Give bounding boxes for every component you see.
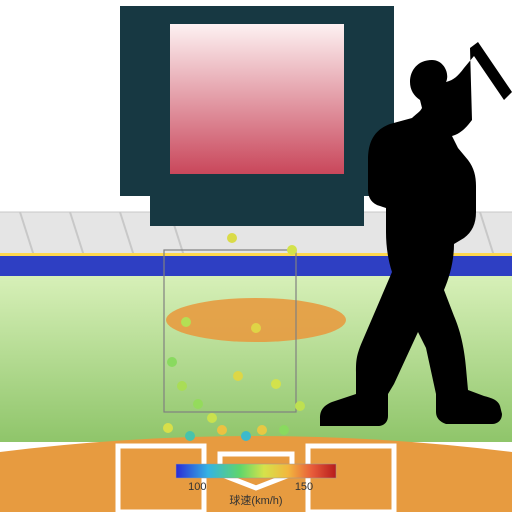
scoreboard-base xyxy=(150,196,364,226)
pitch-marker xyxy=(295,401,305,411)
pitch-marker xyxy=(233,371,243,381)
pitch-marker xyxy=(227,233,237,243)
pitch-marker xyxy=(217,425,227,435)
pitch-marker xyxy=(167,357,177,367)
pitch-marker xyxy=(241,431,251,441)
pitch-marker xyxy=(271,379,281,389)
pitch-marker xyxy=(193,399,203,409)
pitch-marker xyxy=(181,317,191,327)
pitch-marker xyxy=(207,413,217,423)
pitch-marker xyxy=(257,425,267,435)
legend-tick-label: 100 xyxy=(188,481,206,493)
pitch-marker xyxy=(287,245,297,255)
pitch-marker xyxy=(279,425,289,435)
pitch-marker xyxy=(163,423,173,433)
pitch-marker xyxy=(177,381,187,391)
pitch-location-figure: 100 150 球速(km/h) xyxy=(0,0,512,512)
legend-tick-label: 150 xyxy=(295,481,313,493)
speed-legend-bar xyxy=(176,464,336,478)
pitch-marker xyxy=(185,431,195,441)
legend-title: 球速(km/h) xyxy=(229,493,282,507)
scoreboard-screen xyxy=(170,24,344,174)
mound-dirt xyxy=(166,298,346,342)
pitch-marker xyxy=(251,323,261,333)
